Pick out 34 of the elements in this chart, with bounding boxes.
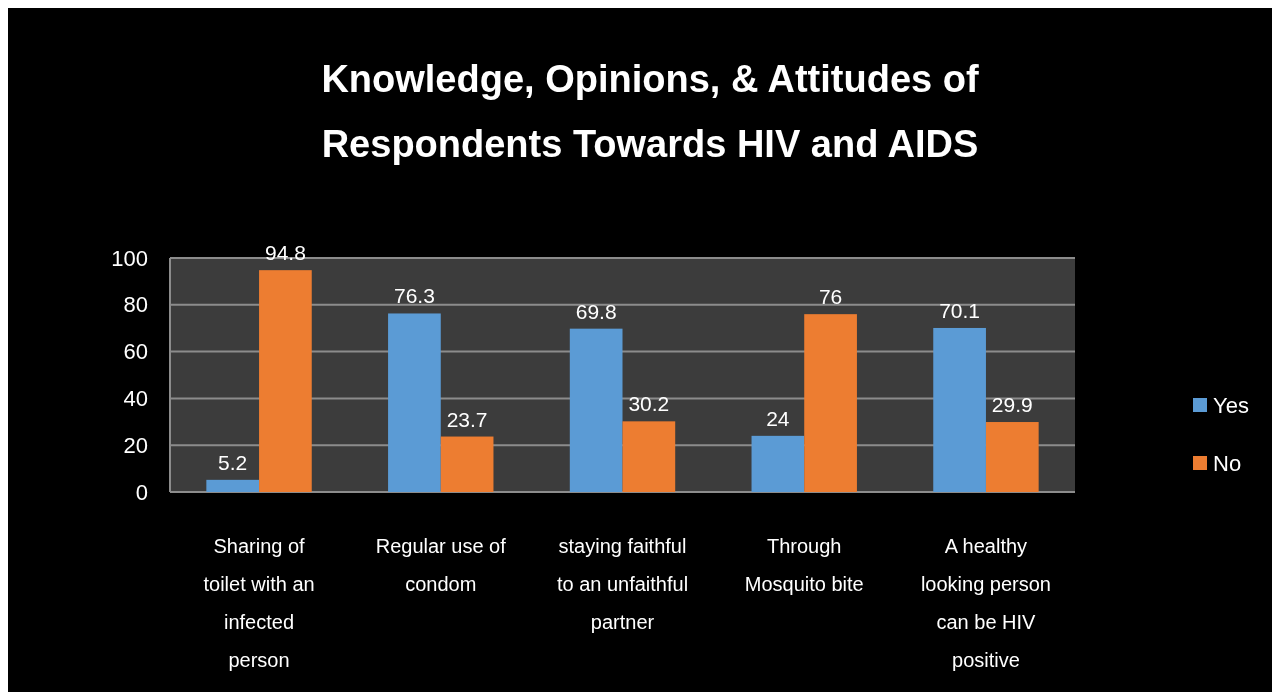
bar xyxy=(388,313,441,492)
data-label: 24 xyxy=(766,406,790,430)
data-label: 29.9 xyxy=(991,393,1033,417)
bar xyxy=(440,436,494,492)
bar xyxy=(569,328,623,492)
y-tick-label: 40 xyxy=(123,385,148,411)
bar xyxy=(259,270,312,492)
x-tick-label: staying faithful to an unfaithful partner xyxy=(556,535,689,633)
chart-title: Knowledge, Opinions, & Attitudes of Respondents Towards HIV and AIDS xyxy=(321,58,979,165)
bar xyxy=(206,479,260,492)
data-label: 76.3 xyxy=(393,284,435,308)
x-tick-label: A healthy looking person can be HIV positive xyxy=(920,535,1051,671)
y-tick-label: 20 xyxy=(123,432,148,458)
data-label: 23.7 xyxy=(446,407,488,431)
y-tick-label: 60 xyxy=(123,339,148,365)
legend-label: No xyxy=(1213,450,1242,476)
x-tick-label: Sharing of toilet with an infected person xyxy=(203,535,315,671)
data-label: 76 xyxy=(818,285,843,309)
y-tick-label: 0 xyxy=(135,479,148,505)
x-tick-label: Through Mosquito bite xyxy=(744,535,864,595)
bar xyxy=(933,327,986,492)
x-tick-label: Regular use of condom xyxy=(375,535,507,595)
y-tick-label: 100 xyxy=(111,245,148,271)
data-label: 94.8 xyxy=(264,241,306,265)
bar xyxy=(804,314,857,492)
data-label: 70.1 xyxy=(939,298,981,322)
bar xyxy=(751,435,805,492)
bar xyxy=(985,422,1039,492)
bar xyxy=(622,421,676,492)
data-label: 5.2 xyxy=(218,450,248,474)
data-label: 69.8 xyxy=(575,299,617,323)
legend-label: Yes xyxy=(1213,392,1249,418)
y-tick-label: 80 xyxy=(123,292,148,318)
data-label: 30.2 xyxy=(628,392,670,416)
